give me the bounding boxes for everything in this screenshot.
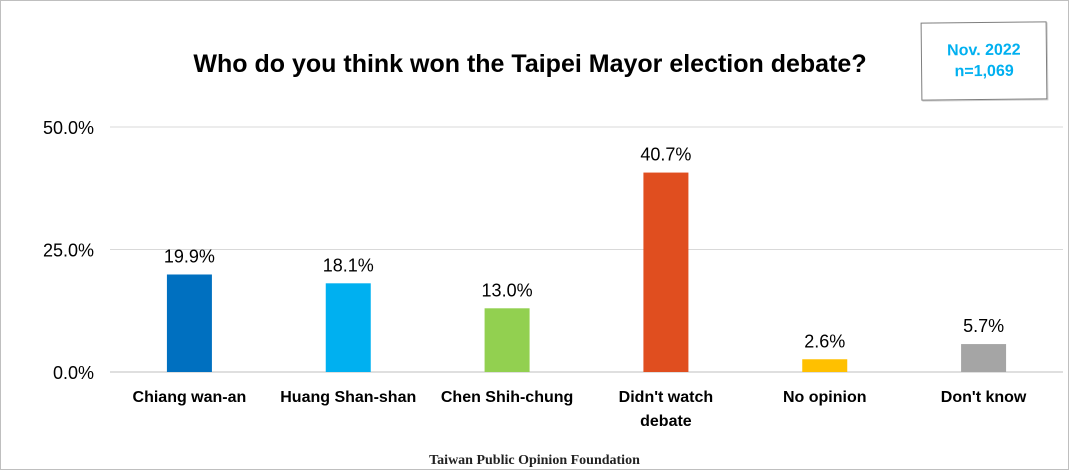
data-label: 40.7% xyxy=(640,145,691,165)
bar xyxy=(325,283,371,372)
x-tick-label: Chiang wan-an xyxy=(133,389,247,406)
bar xyxy=(484,308,530,372)
data-label: 18.1% xyxy=(323,255,374,275)
bar xyxy=(643,172,689,372)
source-credit: Taiwan Public Opinion Foundation xyxy=(429,453,640,468)
data-label: 13.0% xyxy=(482,280,533,300)
x-tick-label: No opinion xyxy=(783,389,867,406)
y-tick-label: 0.0% xyxy=(53,363,94,383)
chart-title: Who do you think won the Taipei Mayor el… xyxy=(193,50,867,78)
bar xyxy=(961,344,1007,372)
data-label: 19.9% xyxy=(164,246,215,266)
bar xyxy=(802,359,848,372)
x-tick-label: Chen Shih-chung xyxy=(441,389,573,406)
y-tick-label: 25.0% xyxy=(43,241,94,261)
data-label: 5.7% xyxy=(963,316,1004,336)
x-tick-label: Didn't watch xyxy=(619,389,713,406)
y-tick-label: 50.0% xyxy=(43,118,94,138)
x-tick-label: debate xyxy=(640,413,692,430)
bar xyxy=(166,274,212,372)
x-tick-label: Huang Shan-shan xyxy=(280,389,416,406)
data-label: 2.6% xyxy=(804,331,845,351)
x-tick-label: Don't know xyxy=(941,389,1027,406)
